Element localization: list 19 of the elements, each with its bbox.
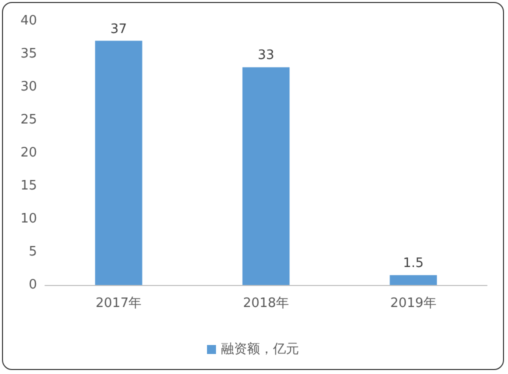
y-tick-label: 25 <box>20 112 37 128</box>
y-tick-label: 40 <box>20 14 37 28</box>
data-label: 33 <box>258 48 274 64</box>
data-label: 1.5 <box>402 256 424 272</box>
y-tick-label: 5 <box>28 244 37 260</box>
y-tick-label: 20 <box>20 146 37 160</box>
x-tick-label: 2017年 <box>96 296 142 311</box>
y-tick-label: 30 <box>20 80 37 94</box>
y-tick-label: 15 <box>20 178 37 194</box>
bar <box>242 67 290 285</box>
data-label: 37 <box>110 22 127 37</box>
bar <box>95 40 142 285</box>
legend-label: 融资额，亿元 <box>221 342 299 357</box>
y-tick-label: 10 <box>20 212 37 226</box>
x-tick-label: 2018年 <box>242 296 290 311</box>
y-tick-label: 35 <box>20 46 37 62</box>
bar <box>390 275 437 285</box>
y-tick-label: 0 <box>28 278 37 292</box>
x-tick-label: 2019年 <box>390 296 436 311</box>
